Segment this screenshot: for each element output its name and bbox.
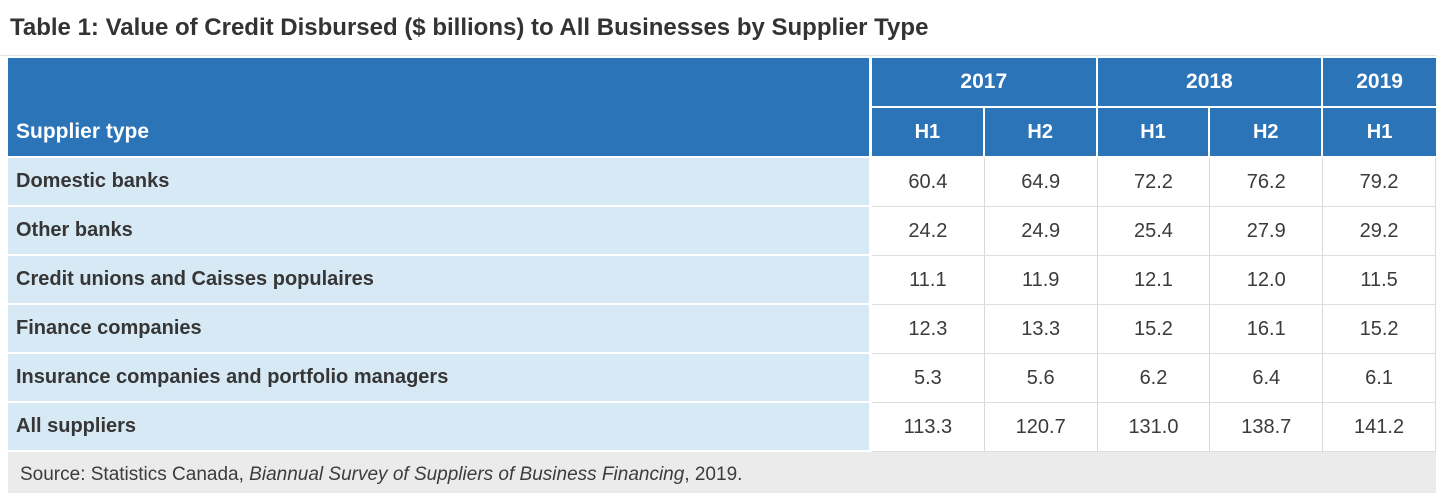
table-row: Credit unions and Caisses populaires 11.… (8, 256, 1436, 305)
column-header-supplier-type: Supplier type (8, 58, 872, 158)
value-cell: 60.4 (871, 158, 985, 207)
title-bar: Table 1: Value of Credit Disbursed ($ bi… (0, 0, 1436, 56)
value-cell: 131.0 (1097, 403, 1211, 452)
half-header-2018-h2: H2 (1210, 108, 1324, 158)
source-row: Source: Statistics Canada, Biannual Surv… (8, 452, 1436, 493)
value-cell: 6.1 (1323, 354, 1436, 403)
row-label-domestic-banks: Domestic banks (8, 158, 872, 207)
source-title-italic: Biannual Survey of Suppliers of Business… (249, 464, 685, 485)
value-cell: 138.7 (1210, 403, 1324, 452)
value-cell: 6.2 (1097, 354, 1211, 403)
value-cell: 79.2 (1323, 158, 1436, 207)
value-cell: 13.3 (984, 305, 1098, 354)
value-cell: 15.2 (1097, 305, 1211, 354)
value-cell: 11.5 (1323, 256, 1436, 305)
value-cell: 5.6 (984, 354, 1098, 403)
table-source: Source: Statistics Canada, Biannual Surv… (8, 452, 1436, 493)
table-row: Domestic banks 60.4 64.9 72.2 76.2 79.2 (8, 158, 1436, 207)
value-cell: 76.2 (1210, 158, 1324, 207)
half-header-2018-h1: H1 (1097, 108, 1211, 158)
value-cell: 120.7 (984, 403, 1098, 452)
credit-disbursed-table: Supplier type 2017 2018 2019 H1 H2 H1 H2… (8, 58, 1436, 493)
value-cell: 12.1 (1097, 256, 1211, 305)
table-row: Finance companies 12.3 13.3 15.2 16.1 15… (8, 305, 1436, 354)
row-label-insurance-companies: Insurance companies and portfolio manage… (8, 354, 872, 403)
value-cell: 5.3 (871, 354, 985, 403)
value-cell: 29.2 (1323, 207, 1436, 256)
half-header-2019-h1: H1 (1323, 108, 1436, 158)
table-body: Domestic banks 60.4 64.9 72.2 76.2 79.2 … (8, 158, 1436, 452)
value-cell: 12.0 (1210, 256, 1324, 305)
source-text-prefix: Source: Statistics Canada, (20, 464, 250, 485)
row-label-finance-companies: Finance companies (8, 305, 872, 354)
row-label-all-suppliers: All suppliers (8, 403, 872, 452)
half-header-2017-h2: H2 (984, 108, 1098, 158)
half-header-row: H1 H2 H1 H2 H1 (8, 108, 1436, 158)
value-cell: 12.3 (871, 305, 985, 354)
half-header-2017-h1: H1 (871, 108, 985, 158)
value-cell: 27.9 (1210, 207, 1324, 256)
table-footer: Source: Statistics Canada, Biannual Surv… (8, 452, 1436, 493)
value-cell: 24.2 (871, 207, 985, 256)
table-header: Supplier type 2017 2018 2019 H1 H2 H1 H2… (8, 58, 1436, 158)
source-text-suffix: , 2019. (684, 464, 743, 485)
value-cell: 64.9 (984, 158, 1098, 207)
value-cell: 11.1 (871, 256, 985, 305)
value-cell: 24.9 (984, 207, 1098, 256)
year-header-2019: 2019 (1323, 58, 1436, 108)
value-cell: 11.9 (984, 256, 1098, 305)
row-label-other-banks: Other banks (8, 207, 872, 256)
value-cell: 16.1 (1210, 305, 1324, 354)
value-cell: 113.3 (871, 403, 985, 452)
table-row: All suppliers 113.3 120.7 131.0 138.7 14… (8, 403, 1436, 452)
value-cell: 141.2 (1323, 403, 1436, 452)
value-cell: 72.2 (1097, 158, 1211, 207)
value-cell: 6.4 (1210, 354, 1324, 403)
table-title: Table 1: Value of Credit Disbursed ($ bi… (10, 14, 929, 41)
value-cell: 15.2 (1323, 305, 1436, 354)
year-header-row: Supplier type 2017 2018 2019 (8, 58, 1436, 158)
year-header-2017: 2017 (871, 58, 1098, 108)
year-header-2018: 2018 (1097, 58, 1324, 108)
row-label-credit-unions: Credit unions and Caisses populaires (8, 256, 872, 305)
table-row: Other banks 24.2 24.9 25.4 27.9 29.2 (8, 207, 1436, 256)
table-row: Insurance companies and portfolio manage… (8, 354, 1436, 403)
value-cell: 25.4 (1097, 207, 1211, 256)
